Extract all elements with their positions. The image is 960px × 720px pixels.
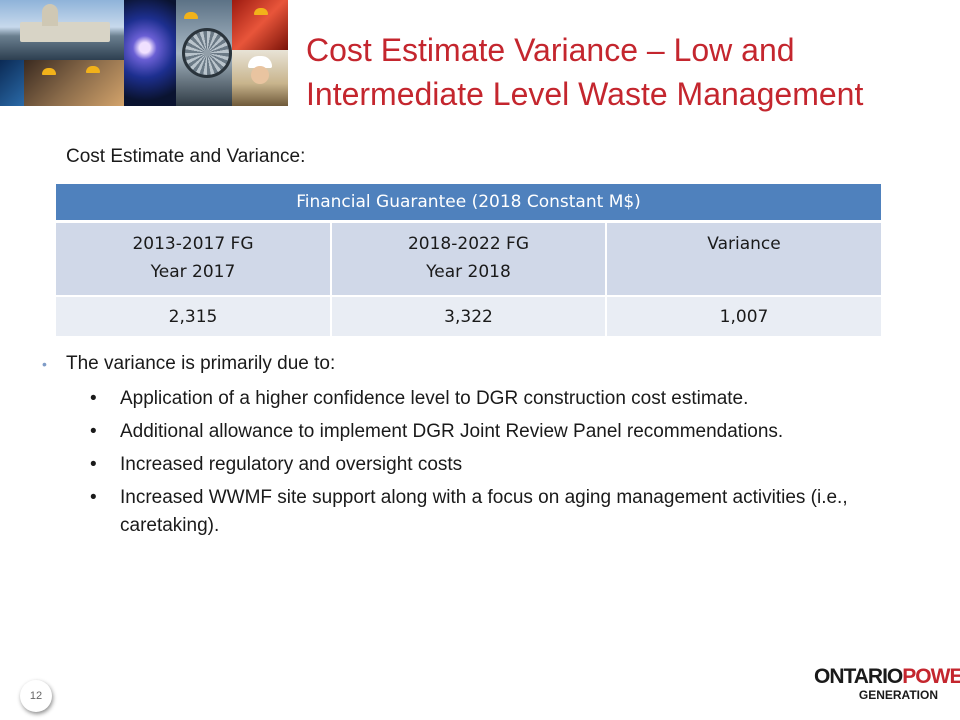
bullet-dot-icon: • (90, 421, 97, 442)
list-item-text: Application of a higher confidence level… (120, 388, 749, 409)
column-header-line: 2013-2017 FG (132, 234, 254, 254)
photo-worker-red (232, 0, 288, 50)
bullet-intro: • The variance is primarily due to: (42, 350, 932, 380)
photo-reactor-glow (0, 60, 24, 106)
column-header-variance: Variance (606, 221, 881, 296)
list-item: • Additional allowance to implement DGR … (42, 418, 932, 446)
logo-word-ontario: ONTARIO (814, 665, 903, 688)
list-item-text: Increased regulatory and oversight costs (120, 454, 463, 475)
logo-word-generation: GENERATION (858, 688, 938, 702)
bullet-dot-icon: • (42, 356, 47, 372)
photo-reactor-core (124, 0, 176, 106)
photo-workers-lab (24, 60, 124, 106)
column-header-line: 2018-2022 FG (407, 234, 530, 254)
list-item: • Increased WWMF site support along with… (42, 484, 932, 540)
value-2018: 3,322 (331, 295, 607, 336)
column-header-2017: 2013-2017 FG Year 2017 (56, 221, 332, 296)
table-row: 2,315 3,322 1,007 (56, 295, 881, 336)
page-number-badge: 12 (20, 680, 52, 712)
bullet-dot-icon: • (90, 388, 97, 409)
list-item-text: Increased WWMF site support along with a… (120, 487, 848, 536)
value-variance: 1,007 (606, 295, 881, 336)
column-header-line: Year 2018 (426, 262, 511, 282)
column-header-line: Variance (707, 234, 781, 254)
section-subtitle: Cost Estimate and Variance: (66, 146, 306, 167)
header-photo-collage (0, 0, 288, 106)
table-caption: Financial Guarantee (2018 Constant M$) (56, 184, 881, 223)
column-header-line: Year 2017 (150, 262, 236, 282)
bullet-intro-text: The variance is primarily due to: (66, 353, 336, 374)
opg-logo: ONTARIOPOWER GENERATION (814, 665, 960, 706)
value-2017: 2,315 (56, 295, 332, 336)
bullet-dot-icon: • (90, 454, 97, 475)
list-item-text: Additional allowance to implement DGR Jo… (120, 421, 784, 442)
bullet-dot-icon: • (90, 487, 97, 508)
photo-power-station (0, 0, 124, 60)
logo-word-power: POWER (902, 665, 960, 688)
column-header-2018: 2018-2022 FG Year 2018 (331, 221, 607, 296)
list-item: • Increased regulatory and oversight cos… (42, 451, 932, 479)
financial-guarantee-table: Financial Guarantee (2018 Constant M$) 2… (56, 184, 881, 336)
slide-title: Cost Estimate Variance – Low and Interme… (306, 32, 864, 112)
bullet-list: • The variance is primarily due to: • Ap… (42, 350, 932, 540)
list-item: • Application of a higher confidence lev… (42, 385, 932, 413)
photo-turbine-workers (176, 0, 232, 106)
photo-engineer (232, 50, 288, 106)
